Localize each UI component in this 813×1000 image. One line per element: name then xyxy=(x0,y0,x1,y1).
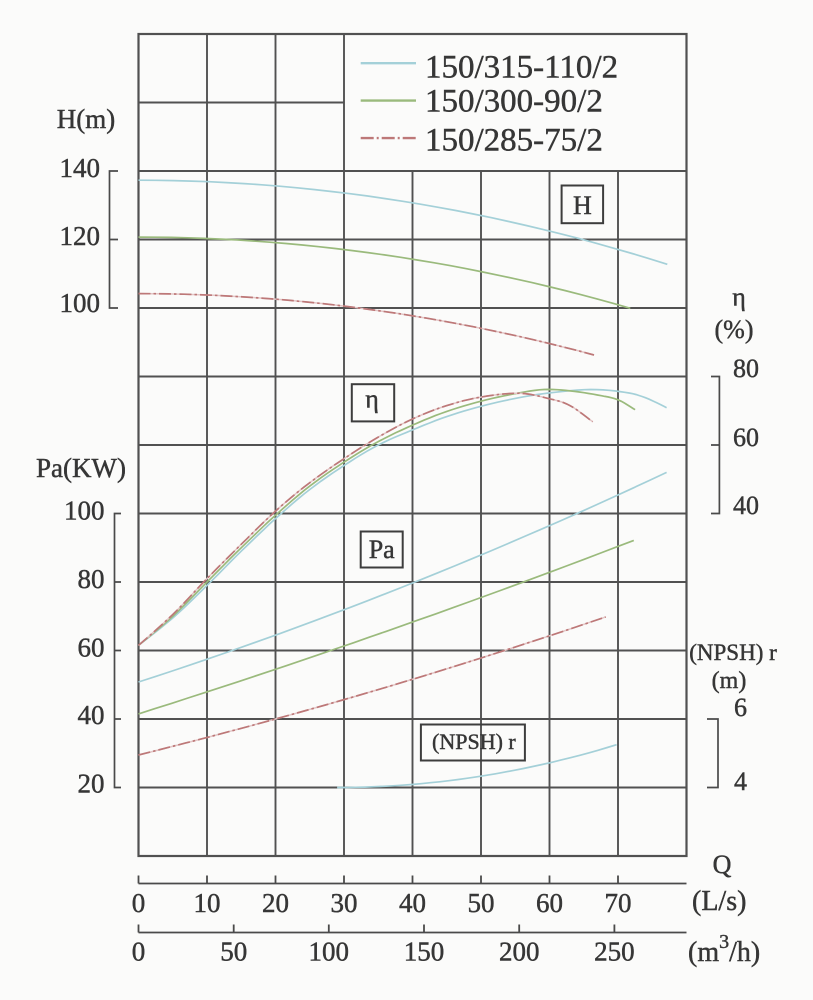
svg-text:80: 80 xyxy=(78,564,105,594)
svg-text:Pa: Pa xyxy=(369,535,395,564)
svg-text:H(m): H(m) xyxy=(57,104,115,134)
svg-text:100: 100 xyxy=(64,496,105,526)
svg-text:100: 100 xyxy=(60,288,101,318)
svg-text:150/300-90/2: 150/300-90/2 xyxy=(425,83,603,119)
svg-text:20: 20 xyxy=(78,769,105,799)
svg-text:(%): (%) xyxy=(715,315,754,344)
svg-text:(m3/h): (m3/h) xyxy=(688,931,760,968)
svg-text:(NPSH) r: (NPSH) r xyxy=(432,729,516,754)
svg-text:50: 50 xyxy=(220,937,247,967)
svg-text:(L/s): (L/s) xyxy=(692,886,746,917)
svg-text:30: 30 xyxy=(331,888,358,918)
svg-text:4: 4 xyxy=(734,767,747,796)
svg-text:150: 150 xyxy=(404,937,445,967)
svg-text:H: H xyxy=(573,191,592,220)
svg-text:(m): (m) xyxy=(712,668,747,694)
svg-text:40: 40 xyxy=(78,700,105,730)
svg-text:120: 120 xyxy=(60,221,101,251)
svg-text:50: 50 xyxy=(468,888,495,918)
svg-text:η: η xyxy=(365,385,379,414)
svg-text:150/315-110/2: 150/315-110/2 xyxy=(425,50,618,86)
svg-text:150/285-75/2: 150/285-75/2 xyxy=(425,123,603,159)
svg-text:(NPSH) r: (NPSH) r xyxy=(689,640,777,665)
svg-text:10: 10 xyxy=(194,888,221,918)
svg-text:250: 250 xyxy=(594,937,635,967)
svg-text:0: 0 xyxy=(132,888,146,918)
svg-text:40: 40 xyxy=(399,888,426,918)
svg-text:6: 6 xyxy=(734,693,747,722)
svg-text:η: η xyxy=(732,283,746,312)
svg-text:Pa(KW): Pa(KW) xyxy=(36,453,126,483)
svg-text:200: 200 xyxy=(499,937,540,967)
svg-text:0: 0 xyxy=(132,937,146,967)
svg-text:100: 100 xyxy=(309,937,350,967)
svg-text:20: 20 xyxy=(262,888,289,918)
svg-text:60: 60 xyxy=(733,423,759,452)
svg-text:140: 140 xyxy=(60,153,101,183)
svg-text:80: 80 xyxy=(733,354,759,383)
svg-text:60: 60 xyxy=(78,633,105,663)
svg-text:Q: Q xyxy=(713,850,732,879)
svg-text:60: 60 xyxy=(536,888,563,918)
svg-text:70: 70 xyxy=(605,888,632,918)
svg-text:40: 40 xyxy=(733,491,759,520)
